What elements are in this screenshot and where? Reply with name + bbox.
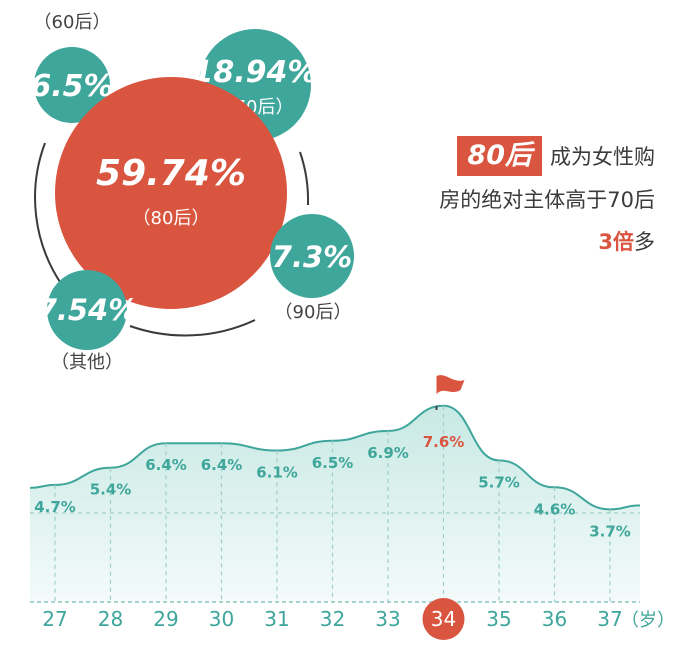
callout-emphasis: 3倍	[598, 230, 634, 254]
value-label-31: 6.1%	[256, 464, 298, 482]
area-outline	[29, 404, 641, 511]
tick-label-32: 32	[320, 607, 345, 631]
bubble-value-0: 6.5%	[30, 69, 113, 104]
tick-label-33: 33	[375, 607, 400, 631]
callout-line-3: 3倍多	[598, 226, 655, 256]
bubble-chart: 6.5%（60后）18.94%（70后）59.74%（80后）7.3%（90后）…	[30, 12, 354, 373]
tick-label-35: 35	[486, 607, 511, 631]
value-label-27: 4.7%	[34, 498, 76, 516]
bubble-value-2: 59.74%	[96, 153, 246, 194]
value-label-34: 7.6%	[423, 433, 465, 451]
callout-text-1: 成为女性购	[550, 145, 655, 169]
value-label-32: 6.5%	[312, 454, 354, 472]
area-fill	[30, 405, 640, 602]
callout-badge: 80后	[457, 136, 542, 176]
value-label-36: 4.6%	[534, 500, 576, 518]
tick-label-27: 27	[42, 607, 67, 631]
bubble-value-1: 18.94%	[193, 55, 318, 90]
tick-label-31: 31	[264, 607, 289, 631]
highlight-tick-circle	[422, 598, 465, 640]
bubble-group-3: （90后）	[275, 302, 352, 323]
value-label-35: 5.7%	[478, 473, 520, 491]
tick-label-34: 34	[431, 607, 456, 631]
bubble-3	[270, 214, 354, 298]
axis-unit-label: （岁）	[621, 610, 675, 631]
orbit-arc-right	[299, 151, 310, 206]
tick-label-29: 29	[153, 607, 178, 631]
callout-text-3: 多	[634, 230, 655, 254]
callout-text-2: 房的绝对主体高于70后	[439, 188, 655, 212]
tick-label-37: 37	[597, 607, 622, 631]
bubble-2	[55, 77, 287, 309]
callout-line-2: 房的绝对主体高于70后	[439, 184, 655, 214]
value-label-33: 6.9%	[367, 444, 409, 462]
age-area-chart: 4.7% 5.4% 6.4% 6.4% 6.1% 6.5% 6.9% 7.6% 5.7% 4.6%…	[29, 375, 675, 640]
bubble-value-3: 7.3%	[272, 240, 352, 274]
tick-label-30: 30	[209, 607, 234, 631]
bubble-group-4: （其他）	[51, 352, 123, 373]
value-label-37: 3.7%	[589, 522, 631, 540]
orbit-arc-bottom	[129, 319, 256, 337]
flag-icon	[436, 375, 465, 394]
orbit-arc-left	[34, 142, 63, 286]
bubble-value-4: 7.54%	[37, 293, 138, 327]
bubble-4	[47, 270, 127, 350]
bubble-group-0: （60后）	[34, 12, 111, 33]
tick-label-36: 36	[542, 607, 567, 631]
tick-label-28: 28	[98, 607, 123, 631]
value-label-28: 5.4%	[90, 481, 132, 499]
value-label-29: 6.4%	[145, 456, 187, 474]
value-label-30: 6.4%	[201, 456, 243, 474]
callout-line-1: 80后 成为女性购	[457, 136, 655, 176]
bubble-group-2: （80后）	[133, 208, 210, 229]
bubble-0	[34, 47, 110, 123]
